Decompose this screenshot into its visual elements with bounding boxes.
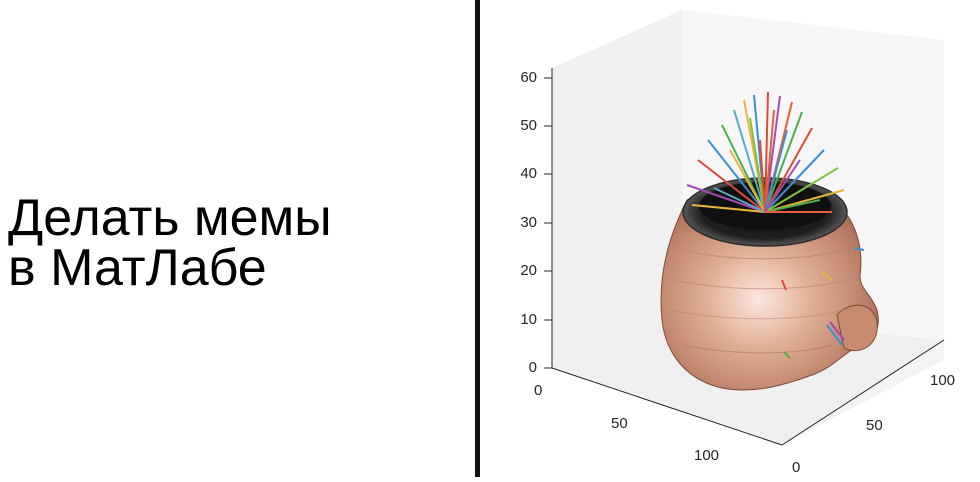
z-tick-60: 60	[520, 69, 537, 86]
caption-line-1: Делать мемы	[8, 189, 332, 247]
x-tick-50: 50	[611, 415, 628, 432]
z-tick-40: 40	[520, 165, 537, 182]
y-tick-50: 50	[866, 417, 883, 434]
z-tick-50: 50	[520, 117, 537, 134]
fiber-lines	[686, 91, 865, 359]
plot-svg: 0 10 20 30 40 50 60 0 50 100 0 50 100	[520, 10, 955, 476]
meme-caption: Делать мемы в МатЛабе	[8, 189, 448, 297]
panel-divider	[475, 0, 480, 477]
y-tick-100: 100	[930, 372, 955, 389]
x-axis-ticks: 0 50 100	[534, 382, 719, 464]
y-tick-0: 0	[792, 459, 800, 476]
x-tick-0: 0	[534, 382, 542, 399]
z-tick-10: 10	[520, 311, 537, 328]
z-axis-ticks: 0 10 20 30 40 50 60	[520, 69, 552, 376]
y-axis-ticks: 0 50 100	[792, 372, 955, 476]
matlab-3d-plot: 0 10 20 30 40 50 60 0 50 100 0 50 100	[482, 0, 980, 477]
z-tick-0: 0	[529, 359, 537, 376]
z-tick-30: 30	[520, 214, 537, 231]
x-tick-100: 100	[694, 447, 719, 464]
z-tick-20: 20	[520, 262, 537, 279]
caption-line-2: в МатЛабе	[8, 239, 267, 297]
